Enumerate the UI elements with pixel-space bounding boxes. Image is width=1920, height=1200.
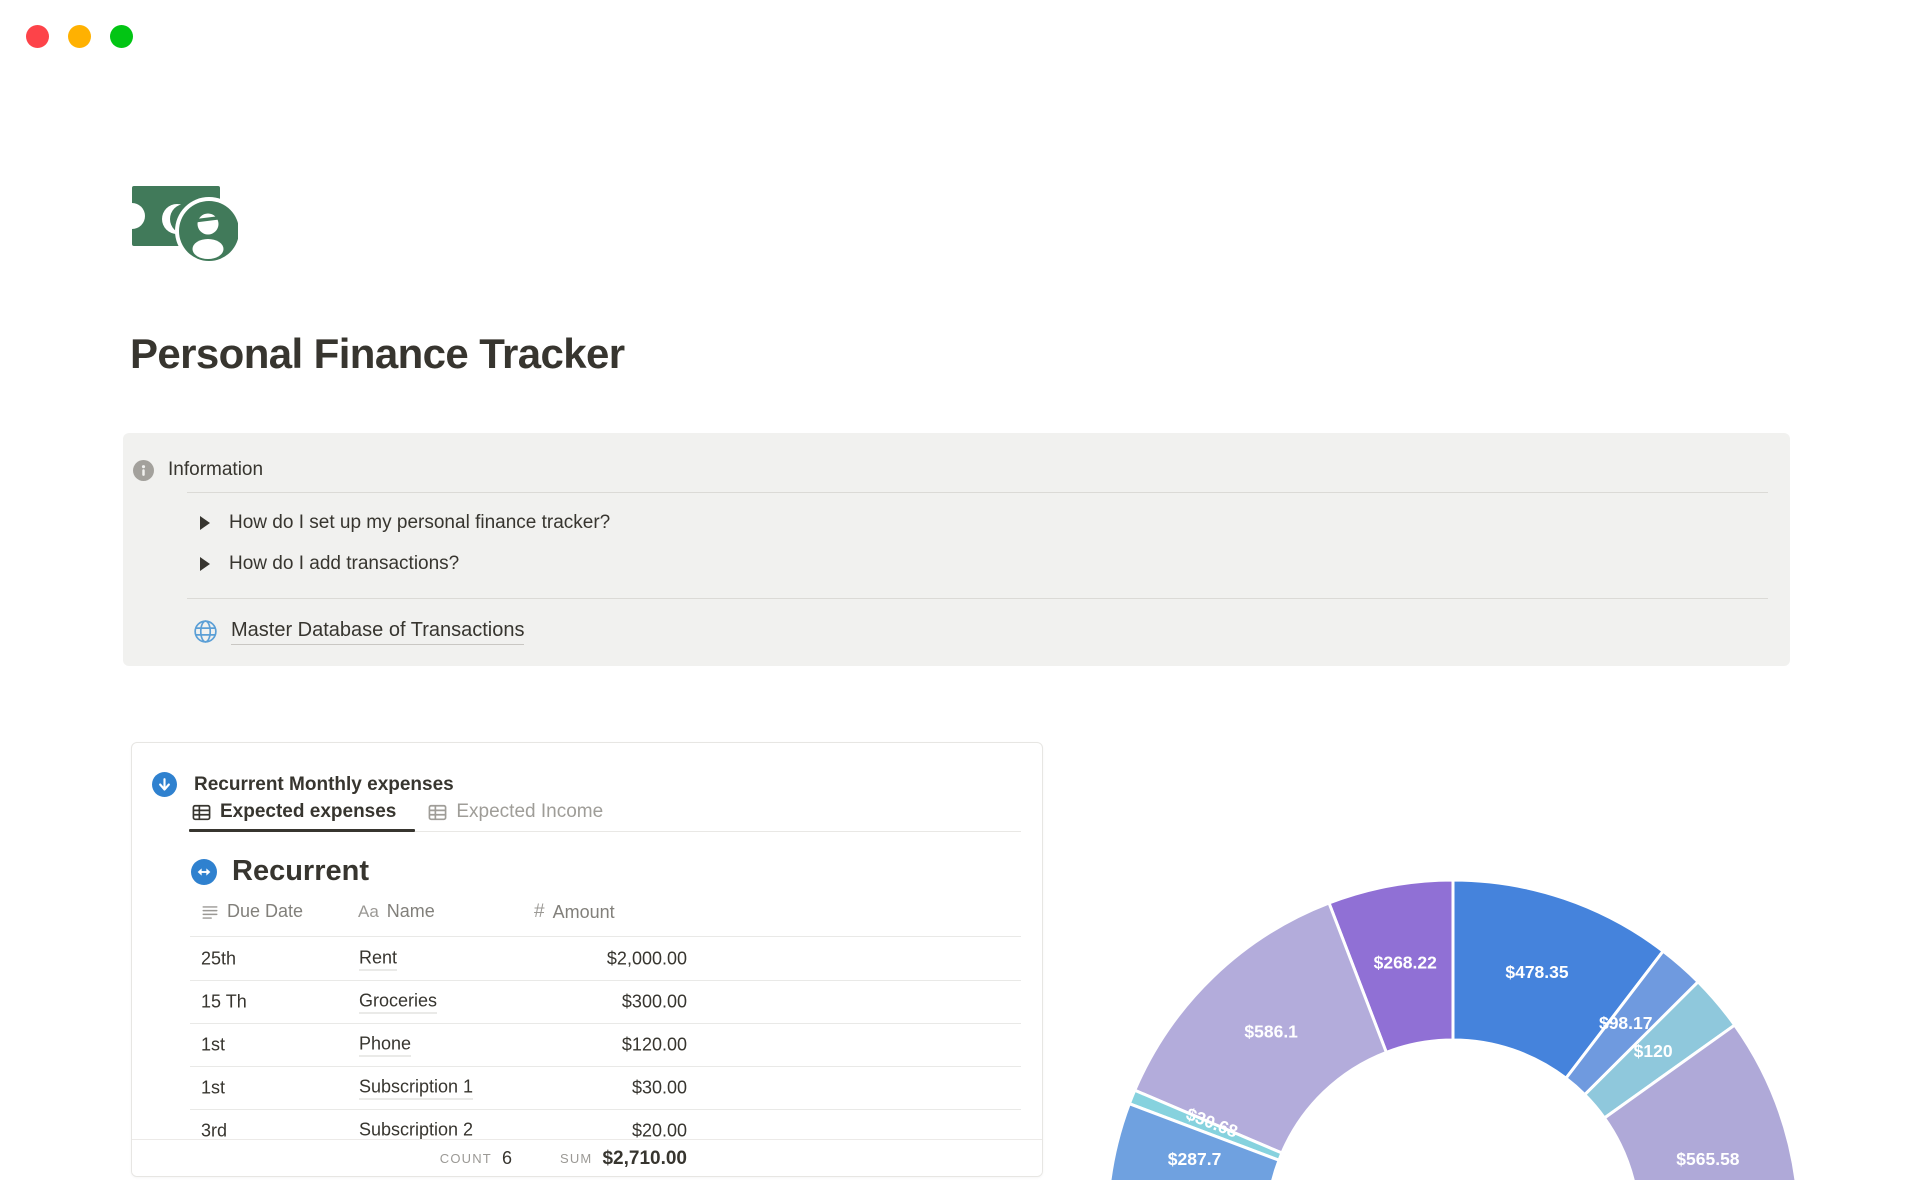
toggle-triangle-icon[interactable] — [200, 557, 210, 571]
donut-slice — [1133, 901, 1388, 1155]
divider — [190, 1109, 1021, 1110]
page-title: Personal Finance Tracker — [130, 330, 625, 377]
cell-amount[interactable]: $120.00 — [621, 1034, 687, 1054]
cell-name[interactable]: Subscription 1 — [359, 1076, 474, 1099]
column-header-due-date[interactable]: Due Date — [201, 901, 303, 922]
close-window-button[interactable] — [26, 25, 49, 48]
table-header-row: Due Date Aa Name # Amount — [132, 901, 1042, 929]
cell-amount[interactable]: $300.00 — [621, 991, 687, 1011]
information-callout: Information How do I set up my personal … — [123, 433, 1790, 666]
table-row[interactable]: 15 Th Groceries $300.00 — [132, 980, 1042, 1023]
recurrent-expenses-card: Recurrent Monthly expenses Expected expe… — [131, 742, 1043, 1177]
slice-value-label: $478.35 — [1505, 962, 1569, 982]
master-database-link[interactable]: Master Database of Transactions — [192, 618, 525, 645]
cell-name[interactable]: Groceries — [359, 990, 438, 1013]
window-controls — [26, 25, 133, 48]
page-icon money-icon[interactable] — [119, 186, 243, 266]
linked-database-icon — [191, 858, 217, 885]
toggle-setup-question[interactable]: How do I set up my personal finance trac… — [200, 512, 610, 534]
count-label[interactable]: COUNT — [439, 1151, 492, 1166]
donut-slice — [1108, 1102, 1281, 1180]
column-label: Due Date — [227, 901, 304, 921]
donut-slice — [1602, 1023, 1798, 1180]
toggle-add-transactions-question[interactable]: How do I add transactions? — [200, 553, 459, 575]
cell-amount[interactable]: $30.00 — [631, 1077, 687, 1097]
cell-due-date[interactable]: 1st — [201, 1034, 226, 1054]
tab-expected-expenses[interactable]: Expected expenses — [190, 801, 398, 837]
tab-expected-income[interactable]: Expected Income — [426, 801, 605, 837]
sum-value: $2,710.00 — [602, 1147, 687, 1169]
table-row[interactable]: 3rd Subscription 2 $20.00 — [132, 1109, 1042, 1152]
cell-name[interactable]: Rent — [359, 947, 398, 970]
active-tab-underline — [189, 829, 415, 832]
divider — [187, 492, 1768, 493]
view-tabs: Expected expenses Expected Income — [190, 801, 605, 837]
tabs-baseline — [190, 831, 1021, 832]
toggle-triangle-icon[interactable] — [200, 516, 210, 530]
column-header-amount[interactable]: # Amount — [534, 901, 615, 923]
link-label[interactable]: Master Database of Transactions — [231, 619, 525, 645]
column-header-name[interactable]: Aa Name — [358, 901, 435, 922]
divider — [190, 1023, 1021, 1024]
cell-amount[interactable]: $2,000.00 — [606, 948, 687, 968]
cell-due-date[interactable]: 15 Th — [201, 991, 247, 1011]
cell-name[interactable]: Phone — [359, 1033, 412, 1056]
slice-value-label: $120 — [1634, 1041, 1673, 1061]
globe-icon — [192, 618, 219, 645]
divider — [190, 1066, 1021, 1067]
cell-due-date[interactable]: 1st — [201, 1077, 226, 1097]
donut-slice — [1327, 878, 1455, 1054]
table-icon — [428, 803, 447, 822]
table-row[interactable]: 25th Rent $2,000.00 — [132, 937, 1042, 980]
slice-value-label: $565.58 — [1676, 1149, 1740, 1169]
card-title: Recurrent Monthly expenses — [194, 773, 454, 795]
table-row[interactable]: 1st Phone $120.00 — [132, 1023, 1042, 1066]
table-row[interactable]: 1st Subscription 1 $30.00 — [132, 1066, 1042, 1109]
divider — [190, 936, 1021, 937]
text-lines-icon — [201, 903, 219, 921]
cell-due-date[interactable]: 3rd — [201, 1120, 228, 1140]
sum-label[interactable]: SUM — [559, 1151, 593, 1166]
database-title[interactable]: Recurrent — [232, 855, 369, 887]
table-aggregation-footer: COUNT 6 SUM $2,710.00 — [132, 1139, 1042, 1176]
callout-title: Information — [168, 459, 264, 480]
slice-value-label: $98.17 — [1599, 1013, 1653, 1033]
toggle-label: How do I set up my personal finance trac… — [229, 512, 611, 533]
cell-due-date[interactable]: 25th — [201, 948, 237, 968]
zoom-window-button[interactable] — [110, 25, 133, 48]
slice-value-label: $586.1 — [1244, 1021, 1298, 1041]
divider — [187, 598, 1768, 599]
expenses-donut-chart: $478.35$98.17$120$565.58$268.22$586.1$30… — [1108, 878, 1798, 1180]
tab-label: Expected expenses — [220, 801, 397, 822]
number-property-icon: # — [534, 901, 545, 922]
count-value: 6 — [501, 1148, 512, 1168]
cell-amount[interactable]: $20.00 — [631, 1120, 687, 1140]
slice-value-label: $287.7 — [1168, 1149, 1222, 1169]
info-icon — [133, 459, 154, 481]
tab-label: Expected Income — [456, 801, 604, 822]
slice-value-label: $268.22 — [1374, 952, 1438, 972]
table-icon — [192, 803, 211, 822]
minimize-window-button[interactable] — [68, 25, 91, 48]
column-label: Name — [386, 901, 435, 921]
toggle-label: How do I add transactions? — [229, 553, 460, 574]
column-label: Amount — [552, 901, 615, 922]
title-property-icon: Aa — [358, 901, 379, 921]
arrow-down-circle-icon — [152, 772, 177, 797]
divider — [190, 980, 1021, 981]
